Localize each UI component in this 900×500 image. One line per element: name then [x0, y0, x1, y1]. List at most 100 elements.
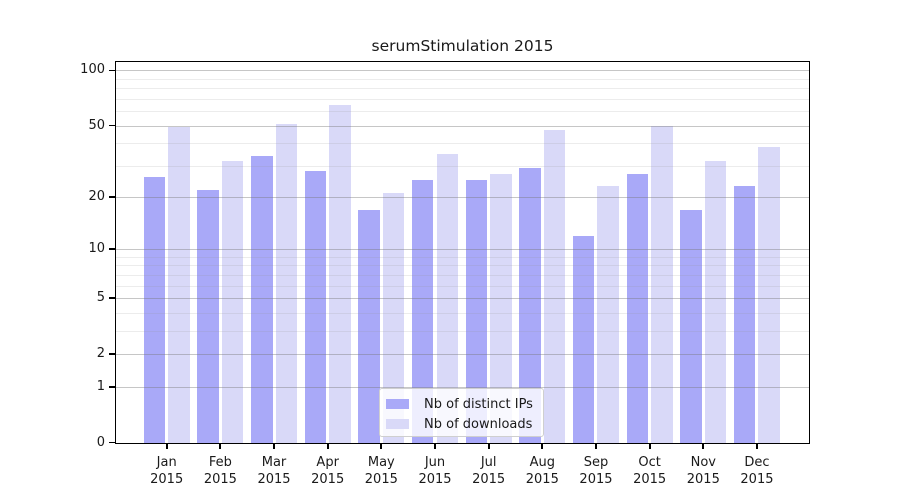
- x-tick-label-jul: Jul 2015: [457, 454, 521, 488]
- x-tick-year: 2015: [150, 472, 184, 487]
- gridline-minor-90: [115, 78, 810, 80]
- bar-distinct-ips-may: [358, 209, 380, 444]
- bar-distinct-ips-jun: [412, 179, 434, 444]
- x-tick-label-feb: Feb 2015: [188, 454, 252, 488]
- bar-distinct-ips-jan: [143, 176, 166, 444]
- x-tick-mar: [273, 444, 275, 449]
- bar-downloads-jun: [436, 153, 458, 444]
- x-tick-label-oct: Oct 2015: [618, 454, 682, 488]
- x-tick-may: [380, 444, 383, 449]
- x-tick-year: 2015: [364, 472, 398, 487]
- gridline-major-50: [115, 125, 810, 127]
- gridline-minor-30: [115, 165, 810, 167]
- gridline-minor-3: [115, 330, 810, 332]
- x-tick-year: 2015: [418, 472, 452, 487]
- y-tick-0: [109, 441, 115, 444]
- x-tick-label-jan: Jan 2015: [135, 454, 199, 488]
- bar-downloads-apr: [329, 104, 351, 444]
- x-tick-oct: [648, 444, 651, 449]
- y-tick-label-20: 20: [88, 189, 105, 205]
- x-tick-year: 2015: [257, 472, 291, 487]
- gridline-major-10: [115, 249, 810, 251]
- legend-label-distinct-ips: Nb of distinct IPs: [424, 396, 533, 412]
- x-tick-label-aug: Aug 2015: [510, 454, 574, 488]
- y-tick-label-1: 1: [96, 378, 105, 394]
- bar-distinct-ips-nov: [680, 209, 702, 444]
- y-tick-1: [109, 385, 115, 388]
- y-axis: 0 1 2 5 10 20 50 100: [0, 61, 115, 450]
- x-axis: Jan 2015 Feb 2015 Mar 2015 Apr 2015 May 2015 Jun 20…: [115, 444, 810, 500]
- x-tick-label-sep: Sep 2015: [564, 454, 628, 488]
- bar-downloads-jul: [490, 173, 512, 444]
- x-tick-year: 2015: [203, 472, 237, 487]
- x-tick-label-may: May 2015: [349, 454, 413, 488]
- bar-distinct-ips-aug: [519, 168, 541, 444]
- axes-frame: [115, 61, 810, 444]
- x-tick-month: Feb: [208, 455, 232, 470]
- x-tick-dec: [756, 444, 758, 449]
- y-tick-label-2: 2: [96, 345, 105, 361]
- gridline-minor-4: [115, 312, 810, 314]
- y-tick-5: [109, 297, 115, 299]
- gridline-minor-60: [115, 111, 810, 113]
- legend-swatch-distinct-ips: [386, 399, 409, 409]
- y-tick-100: [109, 69, 115, 72]
- gridline-minor-7: [115, 274, 810, 276]
- gridline-minor-80: [115, 88, 810, 90]
- gridline-minor-6: [115, 285, 810, 287]
- y-tick-20: [109, 196, 115, 198]
- bar-distinct-ips-sep: [573, 235, 595, 444]
- gridline-minor-40: [115, 143, 810, 145]
- bar-distinct-ips-feb: [197, 189, 219, 444]
- y-tick-label-0: 0: [96, 434, 105, 450]
- x-tick-label-apr: Apr 2015: [296, 454, 360, 488]
- x-tick-month: Apr: [316, 455, 339, 470]
- legend: Nb of distinct IPs Nb of downloads: [379, 388, 544, 437]
- x-tick-jun: [434, 444, 436, 449]
- legend-entry-downloads: Nb of downloads: [380, 414, 543, 434]
- bar-downloads-oct: [651, 125, 673, 444]
- bar-distinct-ips-jul: [465, 179, 488, 444]
- bar-downloads-feb: [221, 160, 244, 444]
- bar-distinct-ips-dec: [734, 186, 756, 444]
- x-tick-label-jun: Jun 2015: [403, 454, 467, 488]
- y-tick-label-5: 5: [96, 290, 105, 306]
- gridline-major-5: [115, 298, 810, 300]
- bar-distinct-ips-oct: [626, 173, 649, 444]
- bar-downloads-nov: [704, 160, 727, 444]
- legend-label-downloads: Nb of downloads: [424, 416, 533, 432]
- bar-downloads-aug: [543, 130, 566, 444]
- x-tick-year: 2015: [740, 472, 774, 487]
- legend-swatch-downloads: [386, 419, 409, 429]
- gridline-minor-8: [115, 265, 810, 267]
- gridline-minor-9: [115, 256, 810, 258]
- gridline-major-1: [115, 386, 810, 388]
- legend-entry-distinct-ips: Nb of distinct IPs: [380, 394, 543, 414]
- x-tick-year: 2015: [686, 472, 720, 487]
- x-tick-year: 2015: [472, 472, 506, 487]
- plot-area: Nb of distinct IPs Nb of downloads: [115, 61, 810, 444]
- bar-distinct-ips-apr: [304, 171, 327, 444]
- x-tick-jul: [487, 444, 490, 449]
- x-tick-label-nov: Nov 2015: [671, 454, 735, 488]
- y-tick-50: [109, 124, 115, 127]
- x-tick-month: Jan: [156, 455, 177, 470]
- bars-layer: [115, 61, 810, 444]
- x-tick-year: 2015: [579, 472, 613, 487]
- bar-downloads-mar: [275, 124, 297, 444]
- x-tick-month: Nov: [690, 455, 716, 470]
- x-tick-apr: [326, 444, 329, 449]
- x-tick-month: Jul: [480, 455, 497, 470]
- x-tick-sep: [595, 444, 597, 449]
- bar-downloads-jan: [168, 127, 190, 444]
- x-tick-month: Oct: [638, 455, 661, 470]
- x-tick-feb: [219, 444, 222, 449]
- bar-downloads-dec: [758, 147, 780, 444]
- chart-title: serumStimulation 2015: [371, 37, 554, 55]
- x-tick-month: May: [367, 455, 395, 470]
- y-tick-10: [109, 248, 115, 251]
- gridline-major-2: [115, 353, 810, 355]
- x-tick-nov: [702, 444, 705, 449]
- x-tick-year: 2015: [311, 472, 345, 487]
